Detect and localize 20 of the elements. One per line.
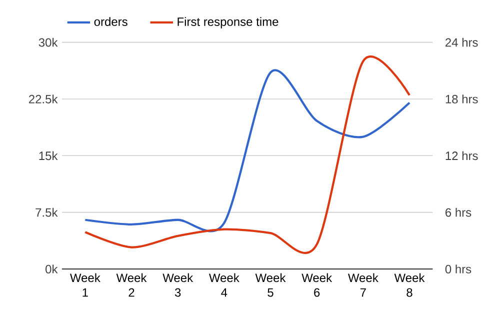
y-tick-label: 22.5k bbox=[28, 94, 58, 104]
y2-tick-label: 6 hrs bbox=[446, 208, 472, 217]
x-tick-label: Week 4 bbox=[208, 273, 240, 297]
x-tick-label: Week 6 bbox=[302, 273, 332, 297]
legend-label: orders bbox=[94, 17, 128, 26]
y-tick-label: 0k bbox=[46, 264, 58, 274]
x-tick-label: Week 1 bbox=[70, 273, 100, 297]
y2-tick-label: 12 hrs bbox=[446, 151, 478, 160]
x-tick-label: Week 2 bbox=[116, 273, 147, 297]
x-tick-label: Week 5 bbox=[255, 273, 286, 297]
y-tick-label: 15k bbox=[39, 151, 58, 160]
x-tick-label: Week 3 bbox=[162, 273, 194, 297]
y2-tick-label: 0 hrs bbox=[445, 264, 472, 274]
y2-tick-label: 18 hrs bbox=[446, 94, 478, 104]
legend-label: First response time bbox=[178, 17, 278, 28]
y-tick-label: 7.5k bbox=[36, 208, 58, 217]
y-tick-label: 30k bbox=[38, 38, 58, 47]
x-tick-label: Week 8 bbox=[394, 273, 425, 297]
y2-tick-label: 24 hrs bbox=[446, 38, 478, 47]
x-tick-label: Week 7 bbox=[348, 273, 378, 297]
